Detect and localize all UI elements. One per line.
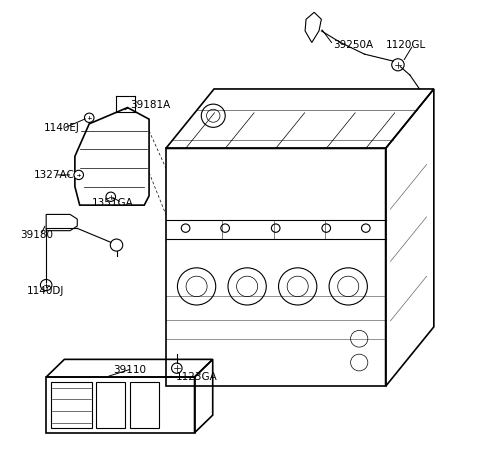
Bar [130, 382, 158, 428]
Text: 1140EJ: 1140EJ [44, 123, 80, 133]
Circle shape [106, 192, 116, 201]
Circle shape [171, 363, 182, 373]
Circle shape [271, 224, 280, 233]
Bar [96, 382, 125, 428]
Text: 1120GL: 1120GL [386, 40, 426, 50]
Bar [51, 382, 92, 428]
Text: 39110: 39110 [113, 365, 146, 375]
Circle shape [181, 224, 190, 233]
Text: 1140DJ: 1140DJ [27, 286, 64, 296]
Text: 39250A: 39250A [333, 40, 373, 50]
Circle shape [361, 224, 370, 233]
Text: 1351GA: 1351GA [92, 198, 133, 208]
Circle shape [40, 280, 52, 291]
Circle shape [84, 113, 94, 123]
Circle shape [221, 224, 229, 233]
Text: 39181A: 39181A [130, 100, 170, 110]
Circle shape [322, 224, 331, 233]
Text: 1123GA: 1123GA [175, 372, 217, 382]
Circle shape [74, 170, 84, 179]
Text: 1327AC: 1327AC [34, 170, 75, 180]
Text: 39180: 39180 [20, 230, 53, 240]
Circle shape [392, 59, 404, 71]
